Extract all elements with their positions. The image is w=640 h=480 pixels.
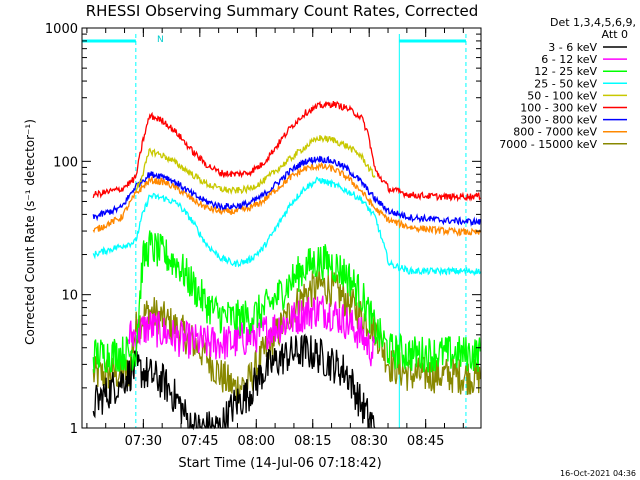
y-tick-label: 100 xyxy=(53,155,78,170)
legend-label: 12 - 25 keV xyxy=(534,65,597,78)
series-line-5 xyxy=(92,100,481,203)
y-tick-label: 1 xyxy=(70,422,78,437)
series-line-0 xyxy=(92,333,376,431)
x-axis-label: Start Time (14-Jul-06 07:18:42) xyxy=(178,456,381,471)
y-tick-label: 10 xyxy=(61,289,78,304)
chart-title: RHESSI Observing Summary Count Rates, Co… xyxy=(86,2,479,20)
y-axis-label: Corrected Count Rate (s⁻¹ detector⁻¹) xyxy=(23,119,37,345)
legend-label: 300 - 800 keV xyxy=(520,114,597,127)
legend-label: 100 - 300 keV xyxy=(520,102,597,115)
legend-label: 50 - 100 keV xyxy=(527,89,597,102)
legend-label: 800 - 7000 keV xyxy=(513,126,597,139)
series-line-4 xyxy=(135,135,376,195)
x-tick-label: 08:30 xyxy=(350,434,387,449)
series-line-2 xyxy=(92,230,481,374)
series-line-3 xyxy=(92,176,481,277)
footer-date: 16-Oct-2021 04:36 xyxy=(560,469,636,478)
x-tick-label: 07:30 xyxy=(125,434,162,449)
legend-label: 25 - 50 keV xyxy=(534,77,597,90)
x-tick-label: 08:15 xyxy=(294,434,331,449)
y-tick-label: 1000 xyxy=(45,22,78,37)
x-tick-label: 08:45 xyxy=(407,434,444,449)
plot-frame xyxy=(81,27,482,429)
series-line-6 xyxy=(92,155,481,227)
flag-label-n: N xyxy=(157,35,164,45)
legend-header-line-2: Att 0 xyxy=(602,28,628,41)
legend-header-line-1: Det 1,3,4,5,6,9, xyxy=(550,16,636,29)
x-tick-label: 07:45 xyxy=(181,434,218,449)
legend-label: 3 - 6 keV xyxy=(548,41,597,54)
legend-label: 6 - 12 keV xyxy=(541,53,597,66)
x-tick-label: 08:00 xyxy=(238,434,275,449)
legend-label: 7000 - 15000 keV xyxy=(499,138,597,151)
series-line-7 xyxy=(92,162,481,237)
